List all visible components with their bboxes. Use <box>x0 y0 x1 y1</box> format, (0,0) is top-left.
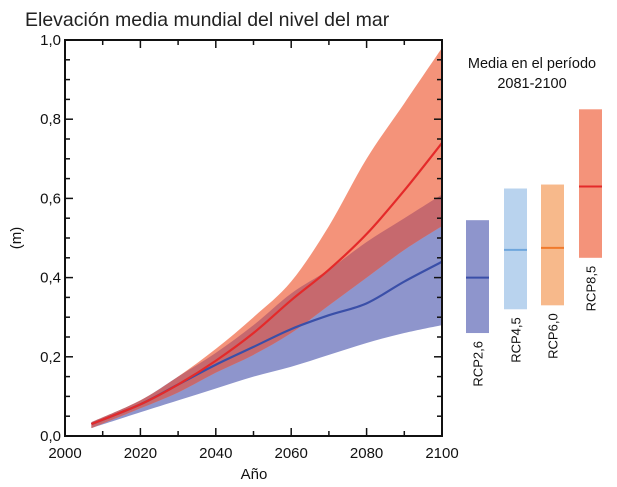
period-bar-label: RCP2,6 <box>471 341 486 387</box>
period-bar-RCP60: RCP6,0 <box>541 184 564 359</box>
y-tick-label: 1,0 <box>40 32 61 49</box>
period-bar-RCP26: RCP2,6 <box>466 220 489 387</box>
period-bar-RCP85: RCP8,5 <box>579 109 602 311</box>
x-tick-label: 2060 <box>275 445 308 462</box>
period-bar-range <box>579 109 602 258</box>
y-tick-label: 0,8 <box>40 111 61 128</box>
chart-title: Elevación media mundial del nivel del ma… <box>25 9 390 31</box>
x-axis-label: Año <box>241 466 268 483</box>
x-tick-label: 2000 <box>48 445 81 462</box>
band-overlap <box>91 194 442 429</box>
period-bar-label: RCP6,0 <box>546 313 561 359</box>
period-bar-label: RCP4,5 <box>509 317 524 363</box>
y-axis-label: (m) <box>8 227 25 250</box>
x-tick-label: 2020 <box>124 445 157 462</box>
y-tick-label: 0,2 <box>40 349 61 366</box>
x-tick-label: 2080 <box>350 445 383 462</box>
period-bar-range <box>541 184 564 306</box>
period-bar-label: RCP8,5 <box>584 266 599 312</box>
series-line-RCP85 <box>90 142 443 426</box>
x-tick-label: 2040 <box>199 445 232 462</box>
legend-title-line-1: Media en el período <box>468 56 596 72</box>
y-tick-label: 0,0 <box>40 428 61 445</box>
rcp85-uncertainty-band <box>91 47 442 429</box>
legend-title-line-2: 2081-2100 <box>497 76 566 92</box>
period-bar-RCP45: RCP4,5 <box>504 188 527 363</box>
y-tick-label: 0,4 <box>40 270 61 287</box>
period-bars: RCP2,6 RCP4,5 RCP6,0 RCP8,5 <box>466 109 602 387</box>
y-tick-label: 0,6 <box>40 190 61 207</box>
plot-area: 2000 2020 2040 2060 2080 2100 0,0 0,2 0,4 0,6 0,8 1… <box>40 32 459 462</box>
x-tick-label: 2100 <box>425 445 458 462</box>
